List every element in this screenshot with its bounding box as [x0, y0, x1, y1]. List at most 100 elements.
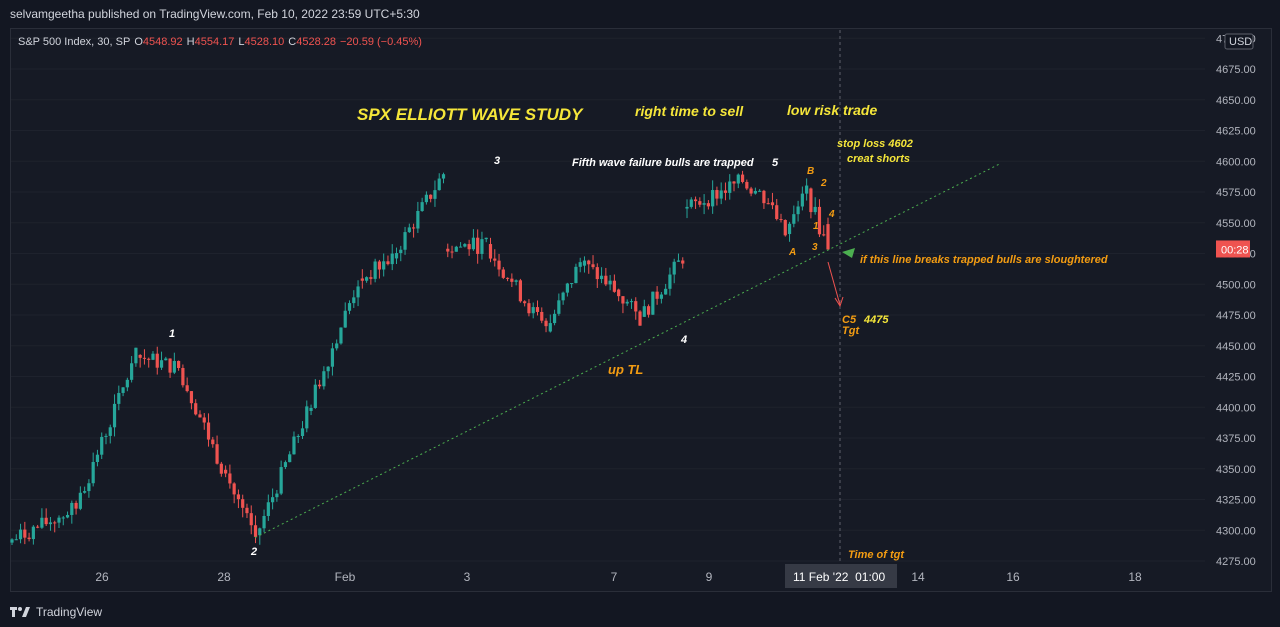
trendline-label: up TL — [608, 362, 643, 377]
current-price-tag: 00:28 — [1216, 240, 1250, 258]
candle-body — [424, 194, 429, 203]
candle-body — [296, 436, 300, 438]
candle-body — [544, 320, 548, 327]
price-tick-label: 4275.00 — [1216, 556, 1256, 568]
open-label: O — [134, 36, 143, 48]
candle-body — [108, 427, 112, 436]
candle-body — [676, 260, 681, 262]
low-value: 4528.10 — [244, 36, 285, 48]
candle-body — [493, 258, 497, 261]
stop-loss-note: stop loss 4602 — [837, 138, 913, 150]
publisher-line: selvamgeetha published on TradingView.co… — [10, 7, 420, 21]
candle-body — [53, 522, 57, 524]
candle-body — [258, 528, 262, 536]
candle-body — [305, 406, 309, 429]
candle-body — [95, 454, 100, 463]
footer-brand[interactable]: TradingView — [36, 604, 103, 619]
candle-body — [288, 454, 292, 463]
candle-body — [715, 190, 719, 199]
candle-body — [587, 260, 591, 265]
candle-body — [740, 174, 745, 182]
candle-body — [826, 224, 830, 250]
candle-body — [450, 251, 454, 253]
price-tick-label: 4300.00 — [1216, 525, 1256, 537]
candle-body — [728, 181, 732, 193]
candle-body — [621, 296, 625, 304]
candle-body — [232, 483, 236, 495]
candle-body — [347, 303, 352, 311]
currency-label: USD — [1229, 36, 1252, 48]
candle-body — [685, 206, 689, 209]
price-tick-label: 4600.00 — [1216, 156, 1256, 168]
footer: TradingView — [0, 596, 1280, 627]
candle-body — [313, 384, 317, 408]
candle-body — [138, 354, 142, 358]
candle-body — [766, 203, 770, 205]
candle-body — [518, 280, 522, 302]
candle-body — [23, 529, 27, 538]
currency-badge[interactable]: USD — [1224, 33, 1254, 50]
candle-body — [535, 307, 540, 312]
candle-body — [420, 202, 424, 211]
candle-body — [574, 266, 578, 284]
target-value: 4475 — [863, 314, 889, 326]
time-tick-label: Feb — [335, 570, 356, 584]
candle-body — [352, 297, 356, 304]
candle-body — [236, 494, 241, 500]
candle-body — [318, 384, 322, 387]
candle-body — [130, 363, 134, 380]
candle-body — [732, 181, 736, 184]
candle-body — [476, 237, 480, 254]
price-tick-label: 4475.00 — [1216, 310, 1256, 322]
candle-body — [330, 348, 335, 367]
candle-body — [698, 201, 702, 205]
candle-body — [292, 436, 296, 455]
candle-body — [646, 306, 651, 315]
candle-body — [339, 327, 343, 344]
candle-body — [664, 288, 668, 295]
candle-body — [745, 181, 749, 189]
candle-body — [31, 526, 35, 540]
candle-body — [91, 462, 95, 484]
candle-body — [403, 232, 407, 250]
candle-body — [373, 261, 377, 279]
candle-body — [164, 358, 168, 361]
price-tick-label: 4625.00 — [1216, 126, 1256, 138]
open-value: 4548.92 — [142, 36, 183, 48]
change-value: −20.59 (−0.45%) — [339, 36, 422, 48]
candle-body — [484, 237, 488, 240]
wave-2-label: 2 — [250, 546, 257, 558]
time-tick-label: 28 — [217, 570, 231, 584]
projection-arrow — [827, 261, 841, 306]
sell-note: right time to sell — [635, 103, 744, 119]
tradingview-logo-icon[interactable] — [10, 606, 30, 618]
price-tick-label: 4450.00 — [1216, 341, 1256, 353]
candle-body — [356, 286, 360, 298]
candle-body — [642, 306, 646, 317]
candle-body — [604, 275, 608, 285]
time-tick-label: 9 — [706, 570, 713, 584]
candle-body — [10, 539, 14, 543]
candle-body — [219, 463, 223, 474]
subwave-3-label: 3 — [812, 242, 818, 253]
candle-body — [14, 539, 18, 541]
candle-body — [189, 391, 194, 404]
study-title: SPX ELLIOTT WAVE STUDY — [357, 105, 584, 124]
candle-body — [159, 360, 164, 368]
candle-body — [271, 497, 275, 503]
target-c5: C5 — [842, 314, 857, 326]
time-tick-label: 26 — [95, 570, 109, 584]
candle-body — [561, 292, 565, 301]
candle-body — [309, 407, 313, 411]
wave-B-label: B — [807, 166, 814, 177]
candle-body — [629, 301, 634, 303]
candle-body — [463, 244, 467, 247]
candle-body — [57, 517, 61, 523]
close-label: C — [288, 36, 297, 48]
crosshair-time: 11 Feb '22 01:00 — [793, 570, 885, 584]
time-tick-label: 7 — [611, 570, 618, 584]
candle-body — [655, 291, 659, 299]
time-target-note: Time of tgt — [848, 549, 905, 561]
break-note: if this line breaks trapped bulls are sl… — [860, 254, 1108, 266]
